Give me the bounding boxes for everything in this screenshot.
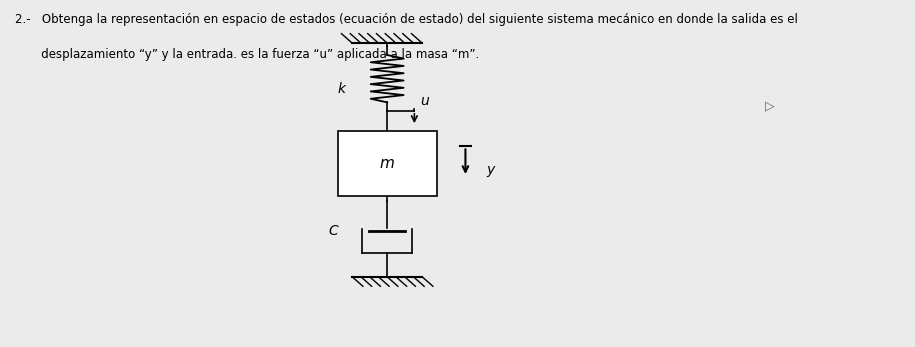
Text: C: C	[328, 224, 339, 238]
Text: u: u	[420, 94, 428, 108]
Text: y: y	[486, 163, 494, 177]
Text: k: k	[338, 82, 346, 96]
Text: ▷: ▷	[765, 99, 775, 112]
Text: desplazamiento “y” y la entrada. es la fuerza “u” aplicada a la masa “m”.: desplazamiento “y” y la entrada. es la f…	[15, 48, 479, 61]
Bar	[338, 131, 436, 195]
Text: m: m	[380, 156, 394, 171]
Text: 2.-   Obtenga la representación en espacio de estados (ecuación de estado) del s: 2.- Obtenga la representación en espacio…	[15, 12, 798, 26]
